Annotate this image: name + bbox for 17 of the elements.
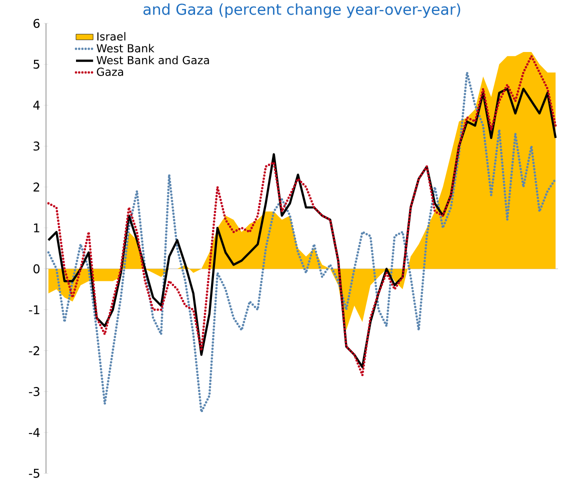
y-tick-label: 5 xyxy=(34,60,40,69)
y-tick-label: 0 xyxy=(33,264,40,274)
y-tick-label: -5 xyxy=(28,468,40,478)
y-tick-label: -3 xyxy=(28,386,40,396)
y-tick-label: 3 xyxy=(34,141,40,151)
legend-label: West Bank xyxy=(96,44,154,52)
chart-title: and Gaza (percent change year-over-year) xyxy=(143,3,460,18)
legend-label: West Bank and Gaza xyxy=(96,56,209,64)
y-tick-label: -4 xyxy=(28,428,40,437)
y-tick-label: 2 xyxy=(34,182,40,192)
y-tick-label: 4 xyxy=(33,100,40,110)
y-tick-label: 6 xyxy=(34,18,40,28)
y-tick-label: 1 xyxy=(34,223,40,232)
y-tick-label: -2 xyxy=(28,346,40,356)
legend-label: Israel xyxy=(97,32,126,41)
legend-label: Gaza xyxy=(96,68,124,76)
y-tick-label: -1 xyxy=(28,305,40,314)
